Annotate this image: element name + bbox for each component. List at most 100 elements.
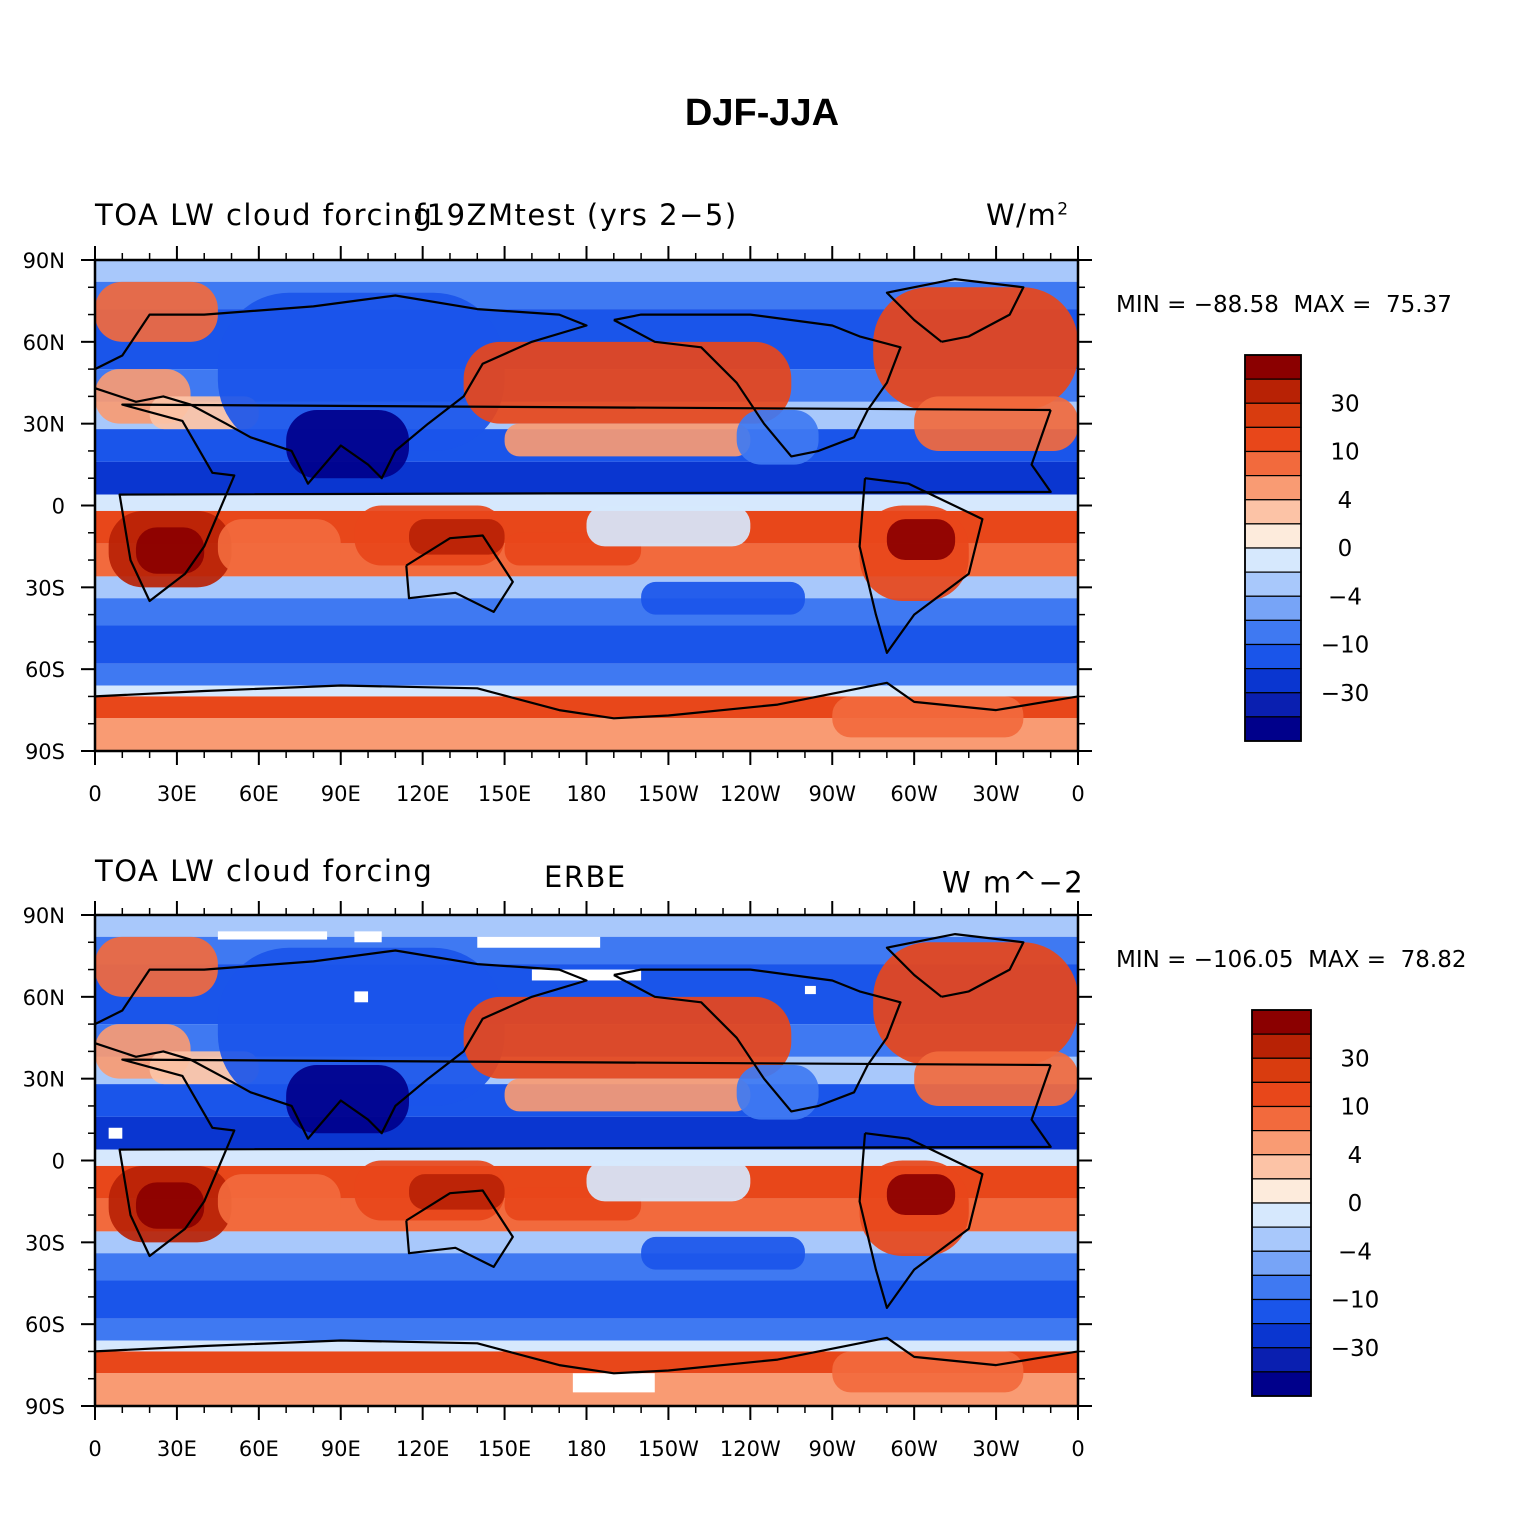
colorbar-swatch bbox=[1251, 1081, 1312, 1108]
colorbar-label: 30 bbox=[1330, 391, 1359, 417]
field-region bbox=[217, 292, 505, 451]
x-tick-label: 120W bbox=[720, 1437, 781, 1461]
y-tick-label: 60S bbox=[25, 658, 65, 682]
panel1-max-value: 75.37 bbox=[1386, 292, 1452, 318]
coastline bbox=[118, 403, 1052, 603]
x-tick-label: 30W bbox=[972, 1437, 1020, 1461]
missing-data bbox=[531, 969, 642, 981]
colorbar-swatch bbox=[1251, 1202, 1312, 1228]
y-tick-label: 30S bbox=[25, 1231, 65, 1255]
colorbar-swatch bbox=[1244, 426, 1302, 453]
colorbar-label: 10 bbox=[1330, 440, 1359, 466]
coastline bbox=[613, 968, 902, 1113]
panel2-colorbar: 30 10 4 0 −4 −10 −30 bbox=[1251, 1009, 1380, 1397]
x-tick-label: 60E bbox=[239, 1437, 279, 1461]
panel2-min-value: −106.05 bbox=[1193, 947, 1294, 973]
y-tick-label: 60N bbox=[23, 986, 65, 1010]
missing-data bbox=[477, 936, 601, 948]
colorbar-swatch bbox=[1251, 1057, 1312, 1083]
colorbar-swatch bbox=[1244, 643, 1302, 670]
y-tick-label: 90N bbox=[23, 249, 65, 273]
y-tick-label: 60S bbox=[25, 1313, 65, 1337]
colorbar-swatch bbox=[1251, 1250, 1312, 1276]
panel1-map: 0 30E 60E 90E 120E 150E 180 150W 120W 90W 60W 30W 09… bbox=[23, 246, 1092, 806]
x-tick-label: 150W bbox=[638, 1437, 699, 1461]
y-tick-label: 0 bbox=[52, 1150, 65, 1174]
colorbar-swatch bbox=[1244, 499, 1302, 525]
colorbar-label: −10 bbox=[1331, 1288, 1380, 1314]
field-region bbox=[135, 527, 205, 574]
coastline bbox=[885, 278, 1025, 343]
colorbar-swatch bbox=[1244, 450, 1302, 477]
missing-data bbox=[217, 931, 328, 940]
x-tick-label: 150E bbox=[478, 782, 531, 806]
panel2-max-value: 78.82 bbox=[1400, 947, 1467, 973]
panel2-center-title: ERBE bbox=[544, 860, 627, 894]
field-region bbox=[286, 1065, 410, 1134]
y-tick-label: 60N bbox=[23, 331, 65, 355]
map-field bbox=[95, 260, 1078, 751]
x-tick-label: 30E bbox=[157, 1437, 197, 1461]
coastline bbox=[858, 477, 984, 654]
colorbar-swatch bbox=[1244, 595, 1302, 621]
field-region bbox=[886, 519, 956, 561]
coastline bbox=[405, 534, 514, 614]
field-band bbox=[95, 696, 1078, 719]
x-tick-label: 0 bbox=[1071, 782, 1084, 806]
field-band bbox=[95, 1231, 1078, 1254]
field-region bbox=[504, 423, 751, 457]
coastline bbox=[95, 681, 1078, 720]
colorbar-label: −10 bbox=[1321, 633, 1370, 659]
colorbar-swatch bbox=[1244, 547, 1302, 573]
field-region bbox=[286, 410, 410, 479]
colorbar-swatch bbox=[1244, 475, 1302, 501]
field-band bbox=[95, 598, 1078, 626]
x-tick-label: 60W bbox=[890, 1437, 938, 1461]
field-band bbox=[95, 260, 1078, 282]
field-region bbox=[217, 947, 505, 1106]
field-band bbox=[95, 576, 1078, 599]
missing-data bbox=[108, 1127, 123, 1139]
x-tick-label: 90W bbox=[809, 1437, 857, 1461]
field-region bbox=[504, 1078, 751, 1112]
colorbar-swatch bbox=[1251, 1323, 1312, 1349]
panel1-minmax: MIN = −88.58 MAX = 75.37 bbox=[1116, 292, 1452, 318]
x-tick-label: 60W bbox=[890, 782, 938, 806]
panel1-min-value: −88.58 bbox=[1193, 292, 1279, 318]
panel1-min-label: MIN = bbox=[1116, 292, 1187, 318]
panel2-left-title: TOA LW cloud forcing bbox=[95, 854, 434, 888]
x-tick-label: 180 bbox=[566, 1437, 606, 1461]
colorbar-swatch bbox=[1244, 716, 1302, 742]
field-region bbox=[586, 505, 751, 547]
colorbar-swatch bbox=[1251, 1033, 1312, 1059]
colorbar-swatch bbox=[1244, 402, 1302, 428]
colorbar-swatch bbox=[1244, 619, 1302, 646]
field-band bbox=[95, 1318, 1078, 1341]
coastline bbox=[405, 1189, 514, 1269]
field-region bbox=[832, 1351, 1024, 1393]
field-region bbox=[95, 281, 218, 342]
field-region bbox=[641, 581, 805, 615]
missing-data bbox=[354, 931, 382, 943]
colorbar-swatch bbox=[1251, 1371, 1312, 1397]
field-region bbox=[736, 410, 819, 465]
x-tick-label: 120E bbox=[396, 1437, 449, 1461]
x-tick-label: 0 bbox=[1071, 1437, 1084, 1461]
coastline bbox=[613, 313, 902, 458]
colorbar-swatch bbox=[1244, 354, 1302, 380]
y-tick-label: 0 bbox=[52, 495, 65, 519]
panel2-units-label: W m^−2 bbox=[942, 865, 1085, 900]
field-region bbox=[135, 1182, 205, 1229]
colorbar-label: 0 bbox=[1338, 536, 1353, 562]
x-tick-label: 90E bbox=[321, 782, 361, 806]
panel2-units: W m^−2 bbox=[942, 860, 1084, 900]
coastline bbox=[95, 294, 588, 485]
field-band bbox=[95, 625, 1078, 664]
x-tick-label: 0 bbox=[88, 1437, 101, 1461]
panel2-min-label: MIN = bbox=[1116, 947, 1187, 973]
field-region bbox=[736, 1065, 819, 1120]
colorbar-label: −30 bbox=[1321, 681, 1370, 707]
field-region bbox=[641, 1236, 805, 1270]
field-band bbox=[95, 1116, 1078, 1150]
